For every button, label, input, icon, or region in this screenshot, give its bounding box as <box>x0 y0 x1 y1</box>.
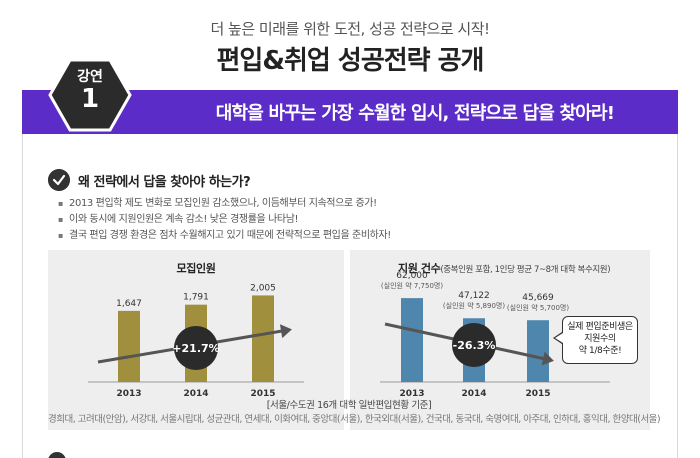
bar <box>527 320 549 382</box>
trend-arrow-head <box>279 324 292 339</box>
bar-sub-label: (실인원 약 5,890명) <box>443 301 505 310</box>
bar-value-label: 45,669 <box>522 293 554 303</box>
callout-tail-inner <box>555 333 563 343</box>
bullet-item: 2013 편입학 제도 변화로 모집인원 감소했으나, 이듬해부터 지속적으로 … <box>58 196 391 212</box>
category-label: 2014 <box>183 389 208 399</box>
bar-value-label: 47,122 <box>458 291 490 301</box>
change-badge <box>452 323 496 367</box>
banner-text: 대학을 바꾸는 가장 수월한 입시, 전략으로 답을 찾아라! <box>215 103 615 124</box>
bar-value-label: 2,005 <box>250 283 276 293</box>
applications-chart: 62,000(실인원 약 7,750명) 2013 47,122(실인원 약 5,8… <box>380 271 610 399</box>
header-title: 편입&취업 성공전략 공개 <box>216 46 485 76</box>
bar <box>118 310 140 382</box>
bar-value-label: 1,791 <box>183 293 209 303</box>
check-icon <box>48 169 70 191</box>
applications-chart-title-main: 지원 건수 <box>398 262 441 275</box>
lecture-badge-number: 1 <box>80 84 100 114</box>
header: 더 높은 미래를 위한 도전, 성공 전략으로 시작! 편입&취업 성공전략 공… <box>0 0 700 90</box>
bar-sub-label: (실인원 약 7,750명) <box>381 281 443 290</box>
bar-sub-label: (실인원 약 5,700명) <box>507 303 569 312</box>
callout-line: 약 1/8수준! <box>578 346 622 356</box>
header-subtitle: 더 높은 미래를 위한 도전, 성공 전략으로 시작! <box>210 20 490 38</box>
callout-line: 지원수의 <box>584 334 616 344</box>
recruitment-chart-panel: 모집인원 1,647 2013 1,791 2014 2,005 2015 +21.7% <box>48 250 344 430</box>
category-label: 2015 <box>250 389 275 399</box>
trend-arrow-head <box>541 351 554 366</box>
bullet-item: 결국 편입 경쟁 환경은 점차 수월해지고 있기 때문에 전략적으로 편입을 준… <box>58 228 391 244</box>
applications-chart-title: 지원 건수(중복인원 포함, 1인당 평균 7~8개 대학 복수지원) <box>398 260 611 276</box>
recruitment-chart-title: 모집인원 <box>176 262 216 275</box>
category-label: 2013 <box>116 389 141 399</box>
callout-box: 실제 편입준비생은 지원수의 약 1/8수준! <box>562 316 638 364</box>
next-section-icon <box>48 452 66 458</box>
recruitment-chart: 1,647 2013 1,791 2014 2,005 2015 +21.7% <box>88 283 304 399</box>
section-question: 왜 전략에서 답을 찾아야 하는가? <box>78 175 251 190</box>
category-label: 2015 <box>525 389 550 399</box>
change-badge <box>174 326 218 370</box>
bar <box>401 298 423 382</box>
applications-chart-title-note: (중복인원 포함, 1인당 평균 7~8개 대학 복수지원) <box>440 265 611 275</box>
chart-school-list: 경희대, 고려대(안암), 서강대, 서울시립대, 성균관대, 연세대, 이화여… <box>48 414 661 425</box>
callout-line: 실제 편입준비생은 <box>567 322 633 332</box>
chart-source-note: [서울/수도권 16개 대학 일반편입현황 기준] <box>266 400 432 411</box>
lecture-hexagon-badge <box>48 58 132 132</box>
lecture-banner: 대학을 바꾸는 가장 수월한 입시, 전략으로 답을 찾아라! <box>22 90 678 134</box>
content-area <box>22 134 678 458</box>
category-label: 2013 <box>399 389 424 399</box>
change-label: +21.7% <box>172 342 219 355</box>
lecture-badge-label: 강연 <box>77 69 103 85</box>
bar <box>252 295 274 382</box>
bar-value-label: 1,647 <box>116 299 142 309</box>
bullet-list: 2013 편입학 제도 변화로 모집인원 감소했으나, 이듬해부터 지속적으로 … <box>58 196 391 244</box>
bullet-item: 이와 동시에 지원인원은 계속 감소! 낮은 경쟁률을 나타남! <box>58 212 391 228</box>
bar-value-label: 62,000 <box>396 271 428 281</box>
change-label: -26.3% <box>453 339 496 352</box>
category-label: 2014 <box>461 389 486 399</box>
